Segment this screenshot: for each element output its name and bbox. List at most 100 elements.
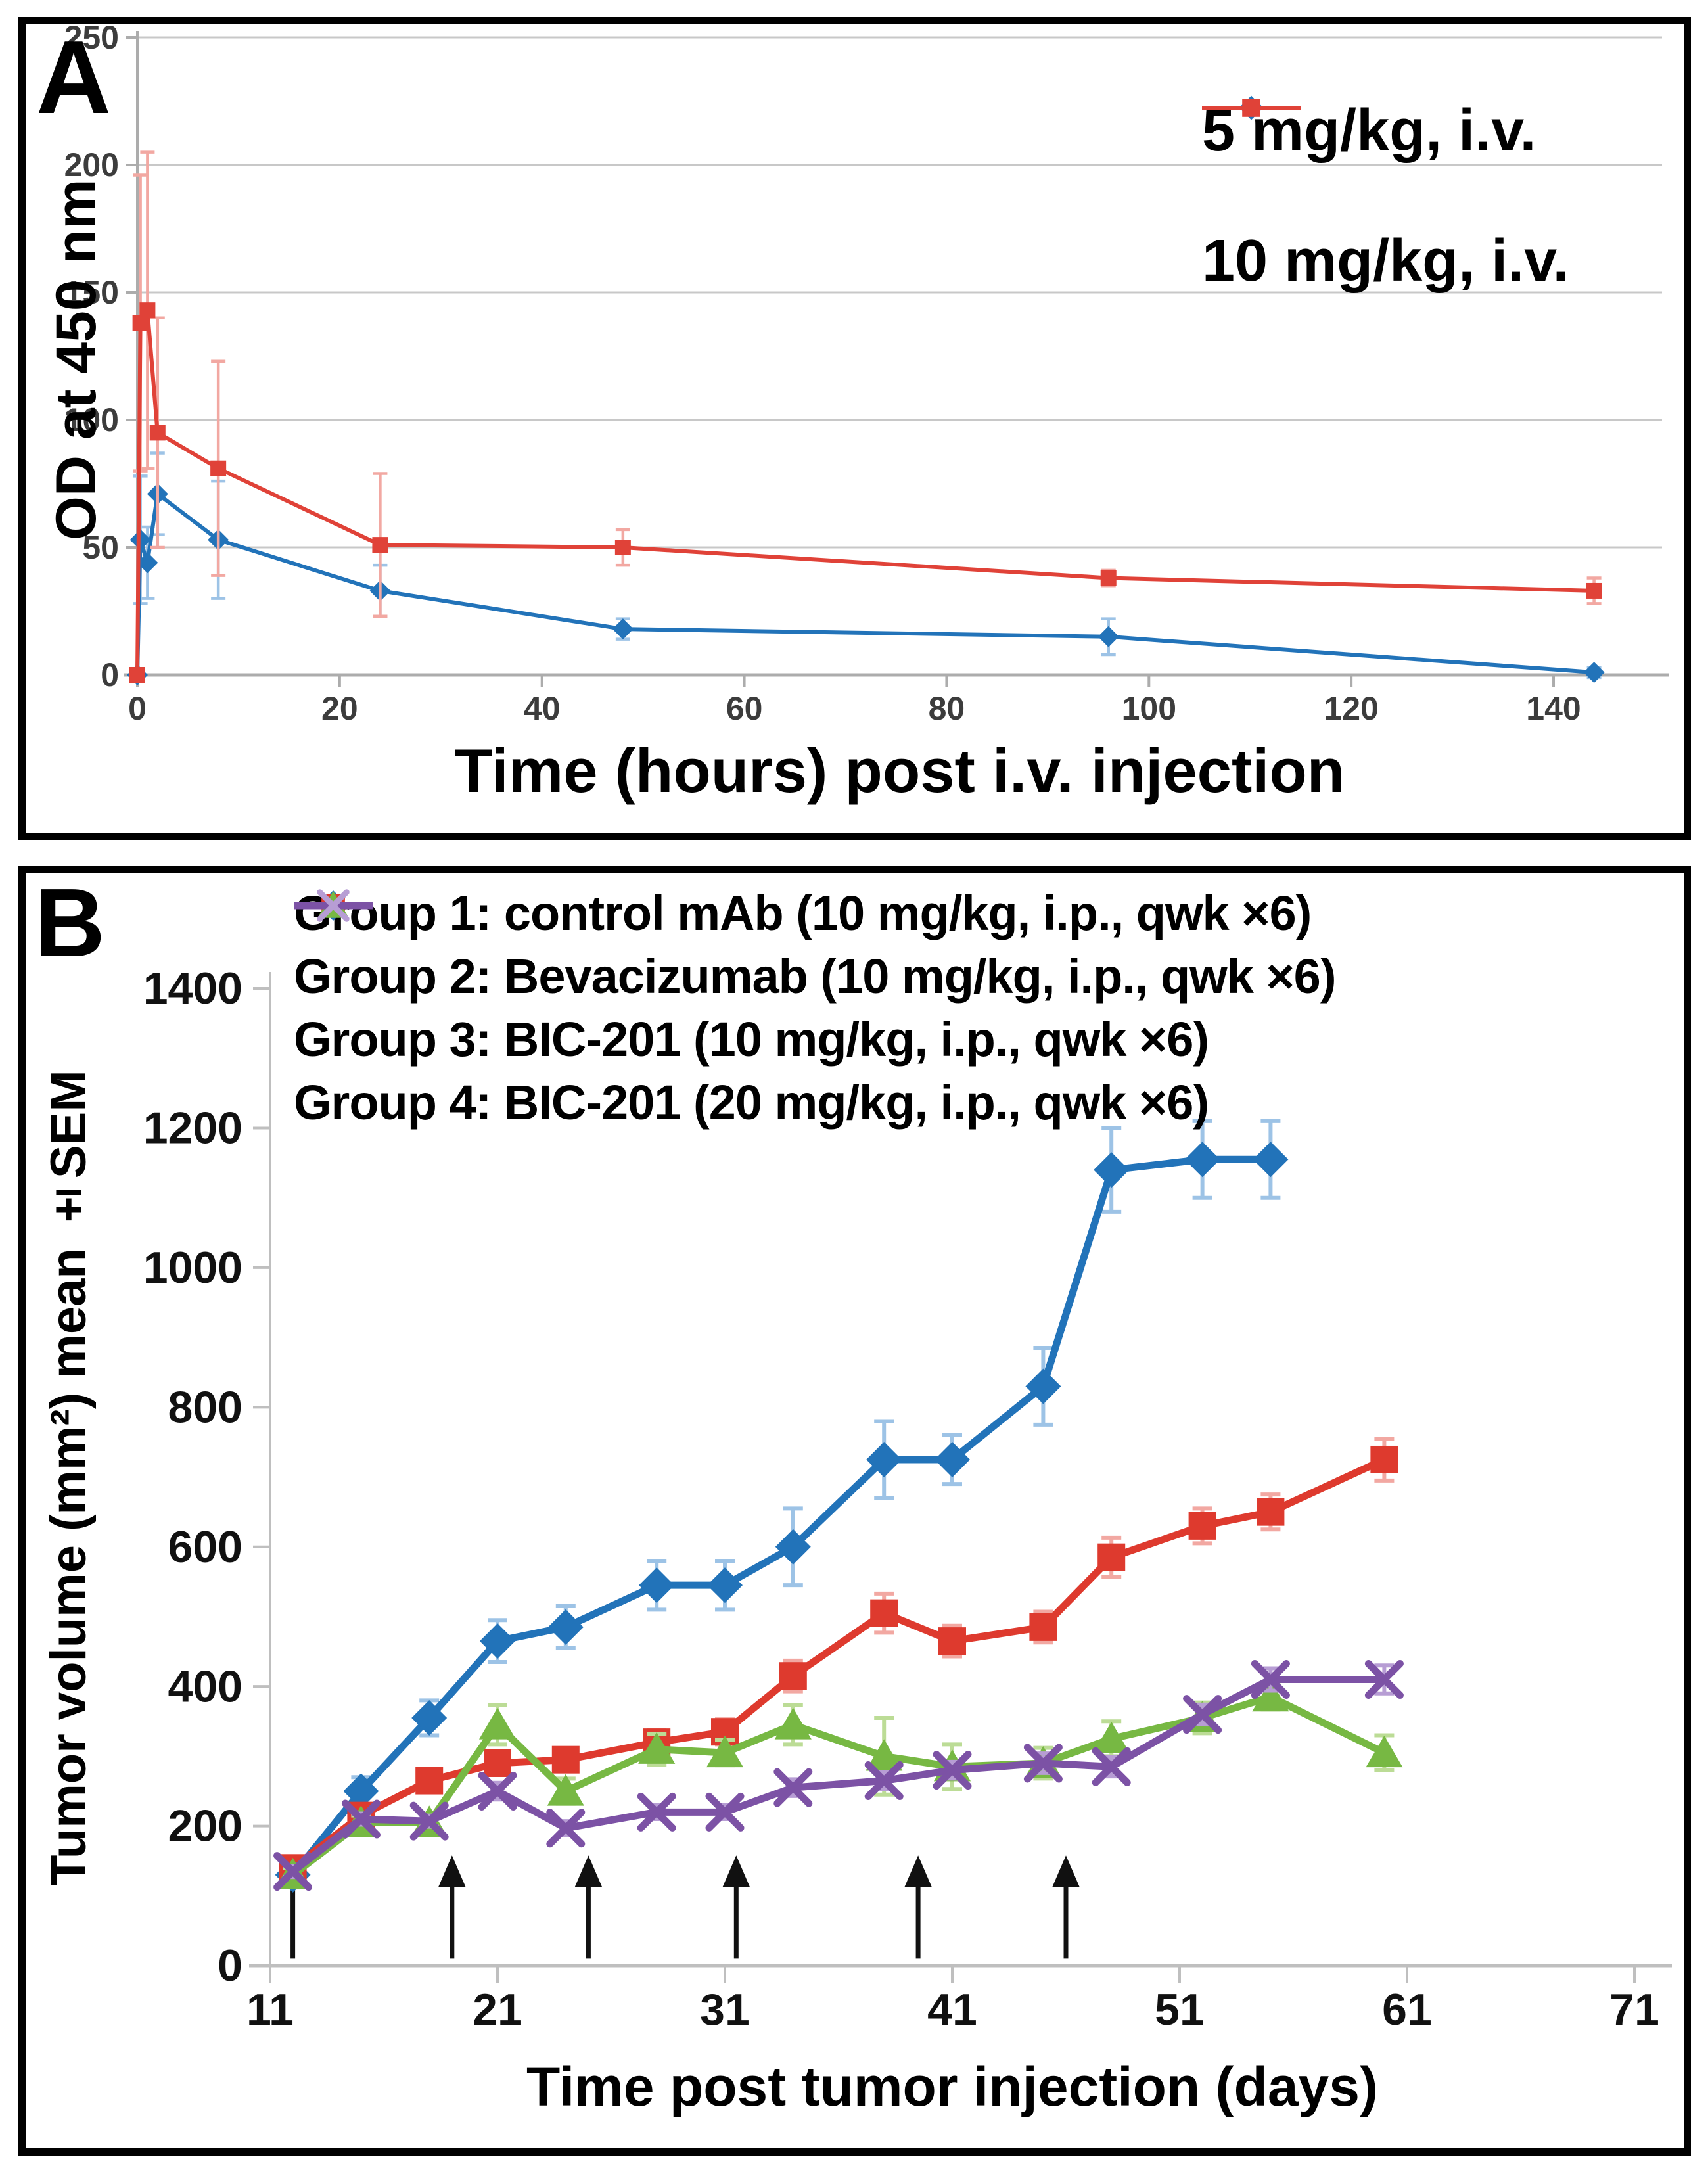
y-tick-label: 800 bbox=[168, 1382, 242, 1432]
square-marker bbox=[1257, 1498, 1285, 1526]
axes bbox=[249, 972, 1672, 1983]
diamond-marker bbox=[1583, 662, 1605, 683]
x-marker bbox=[1023, 1744, 1063, 1783]
series-1 bbox=[127, 451, 1605, 685]
x-tick-label: 21 bbox=[473, 1985, 522, 2035]
x-marker bbox=[1092, 1747, 1131, 1786]
x-marker bbox=[546, 1809, 586, 1848]
square-marker bbox=[149, 425, 166, 441]
panel-a-x-axis-title: Time (hours) post i.v. injection bbox=[454, 736, 1345, 805]
legend-label: 10 mg/kg, i.v. bbox=[1202, 227, 1569, 294]
x-marker bbox=[341, 1799, 381, 1839]
x-tick-label: 20 bbox=[321, 690, 358, 727]
diamond-marker bbox=[137, 552, 158, 574]
diamond-marker bbox=[343, 1773, 379, 1809]
up-arrow-icon bbox=[904, 1855, 933, 1959]
y-tick-label: 400 bbox=[168, 1661, 242, 1711]
legend-item: 10 mg/kg, i.v. bbox=[1202, 99, 1569, 307]
diamond-marker bbox=[1025, 1368, 1061, 1404]
x-tick-label: 41 bbox=[927, 1985, 977, 2035]
x-tick-label: 60 bbox=[726, 690, 763, 727]
triangle-marker bbox=[774, 1707, 812, 1740]
panel-a-y-axis-title: OD at 450 nm bbox=[45, 179, 108, 540]
triangle-marker bbox=[866, 1739, 903, 1771]
diamond-marker bbox=[639, 1567, 675, 1604]
diamond-marker bbox=[612, 618, 634, 640]
x-tick-label: 61 bbox=[1382, 1985, 1432, 2035]
panel-b-legend: Group 1: control mAb (10 mg/kg, i.p., qw… bbox=[294, 883, 1336, 1132]
triangle-marker bbox=[638, 1732, 676, 1764]
diamond-marker bbox=[411, 1699, 448, 1736]
diamond-marker bbox=[1094, 1152, 1130, 1188]
square-marker bbox=[1029, 1613, 1057, 1641]
legend-label: Group 2: Bevacizumab (10 mg/kg, i.p., qw… bbox=[294, 948, 1336, 1004]
legend-x-icon bbox=[294, 889, 373, 922]
legend-item: Group 4: BIC-201 (20 mg/kg, i.p., qwk ×6… bbox=[294, 889, 1335, 1132]
y-tick-label: 0 bbox=[101, 657, 119, 693]
up-arrow-icon bbox=[438, 1855, 466, 1959]
x-marker bbox=[705, 1792, 745, 1832]
gridlines bbox=[137, 36, 1662, 549]
diamond-marker bbox=[935, 1441, 970, 1477]
triangle-marker bbox=[1252, 1680, 1289, 1712]
panel-a-legend: 5 mg/kg, i.v. 10 mg/kg, i.v. bbox=[1202, 85, 1569, 307]
x-tick-label: 11 bbox=[246, 1985, 294, 2035]
x-tick-label: 120 bbox=[1324, 690, 1378, 727]
triangle-marker bbox=[1366, 1736, 1403, 1768]
triangle-marker bbox=[1093, 1721, 1130, 1753]
y-tick-label: 600 bbox=[168, 1522, 242, 1572]
square-marker bbox=[938, 1627, 966, 1655]
diamond-marker bbox=[1097, 626, 1119, 647]
error-bars bbox=[133, 451, 1602, 680]
x-marker bbox=[317, 889, 350, 922]
square-marker bbox=[1097, 1543, 1126, 1571]
series-1 bbox=[275, 1119, 1289, 1893]
x-marker bbox=[773, 1768, 813, 1807]
panel-a: A OD at 450 nm 0 20 40 60 80 100 120 140 0 50 100 1… bbox=[18, 17, 1691, 840]
x-marker bbox=[1183, 1695, 1222, 1734]
panel-a-chart: 0 20 40 60 80 100 120 140 0 50 100 150 200 250 bbox=[64, 24, 1669, 727]
square-marker bbox=[484, 1749, 511, 1777]
x-marker bbox=[1364, 1660, 1404, 1699]
legend-label: Group 1: control mAb (10 mg/kg, i.p., qw… bbox=[294, 885, 1312, 940]
y-tick-label: 1000 bbox=[143, 1243, 242, 1293]
series-3 bbox=[274, 1680, 1403, 1890]
series-line bbox=[135, 308, 1594, 676]
diamond-marker bbox=[775, 1529, 811, 1565]
x-marker bbox=[1251, 1660, 1290, 1699]
panel-b-label: B bbox=[35, 869, 105, 977]
triangle-marker bbox=[478, 1707, 517, 1740]
legend-item: Group 1: control mAb (10 mg/kg, i.p., qw… bbox=[294, 883, 1335, 943]
up-arrow-icon bbox=[574, 1855, 603, 1959]
legend-label: Group 4: BIC-201 (20 mg/kg, i.p., qwk ×6… bbox=[294, 1074, 1209, 1130]
y-tick-label: 1200 bbox=[143, 1103, 242, 1153]
y-tick-label: 200 bbox=[168, 1801, 242, 1851]
y-tick-label: 150 bbox=[64, 274, 119, 311]
y-tick-label: 200 bbox=[64, 147, 119, 183]
panel-b-x-axis-title: Time post tumor injection (days) bbox=[526, 2056, 1378, 2117]
square-marker bbox=[614, 540, 631, 555]
square-marker bbox=[870, 1599, 898, 1627]
x-tick-label: 71 bbox=[1609, 1985, 1659, 2035]
square-marker bbox=[1100, 570, 1117, 586]
legend-label: Group 3: BIC-201 (10 mg/kg, i.p., qwk ×6… bbox=[294, 1011, 1209, 1067]
panel-a-label: A bbox=[36, 20, 112, 135]
square-marker bbox=[129, 667, 145, 683]
x-tick-label: 100 bbox=[1122, 690, 1176, 727]
square-marker bbox=[551, 1745, 580, 1774]
up-arrow-icon bbox=[722, 1855, 750, 1959]
tick-labels: 11 21 31 41 51 61 71 0 200 400 600 800 1000 1200 1400 bbox=[143, 963, 1659, 2035]
diamond-marker bbox=[1253, 1142, 1289, 1178]
x-marker bbox=[864, 1761, 904, 1801]
series-4 bbox=[273, 1660, 1404, 1891]
square-marker bbox=[372, 537, 388, 553]
y-tick-label: 0 bbox=[218, 1941, 242, 1991]
triangle-marker bbox=[547, 1774, 584, 1806]
legend-item: Group 2: Bevacizumab (10 mg/kg, i.p., qw… bbox=[294, 894, 1336, 1006]
panel-b-y-axis-title: Tumor volume (mm²) mean ±SEM bbox=[41, 1070, 97, 1886]
legend-square-icon bbox=[1202, 99, 1301, 117]
series-line bbox=[290, 1155, 1271, 1878]
square-marker bbox=[1370, 1445, 1398, 1473]
up-arrow-icon bbox=[1052, 1855, 1080, 1959]
